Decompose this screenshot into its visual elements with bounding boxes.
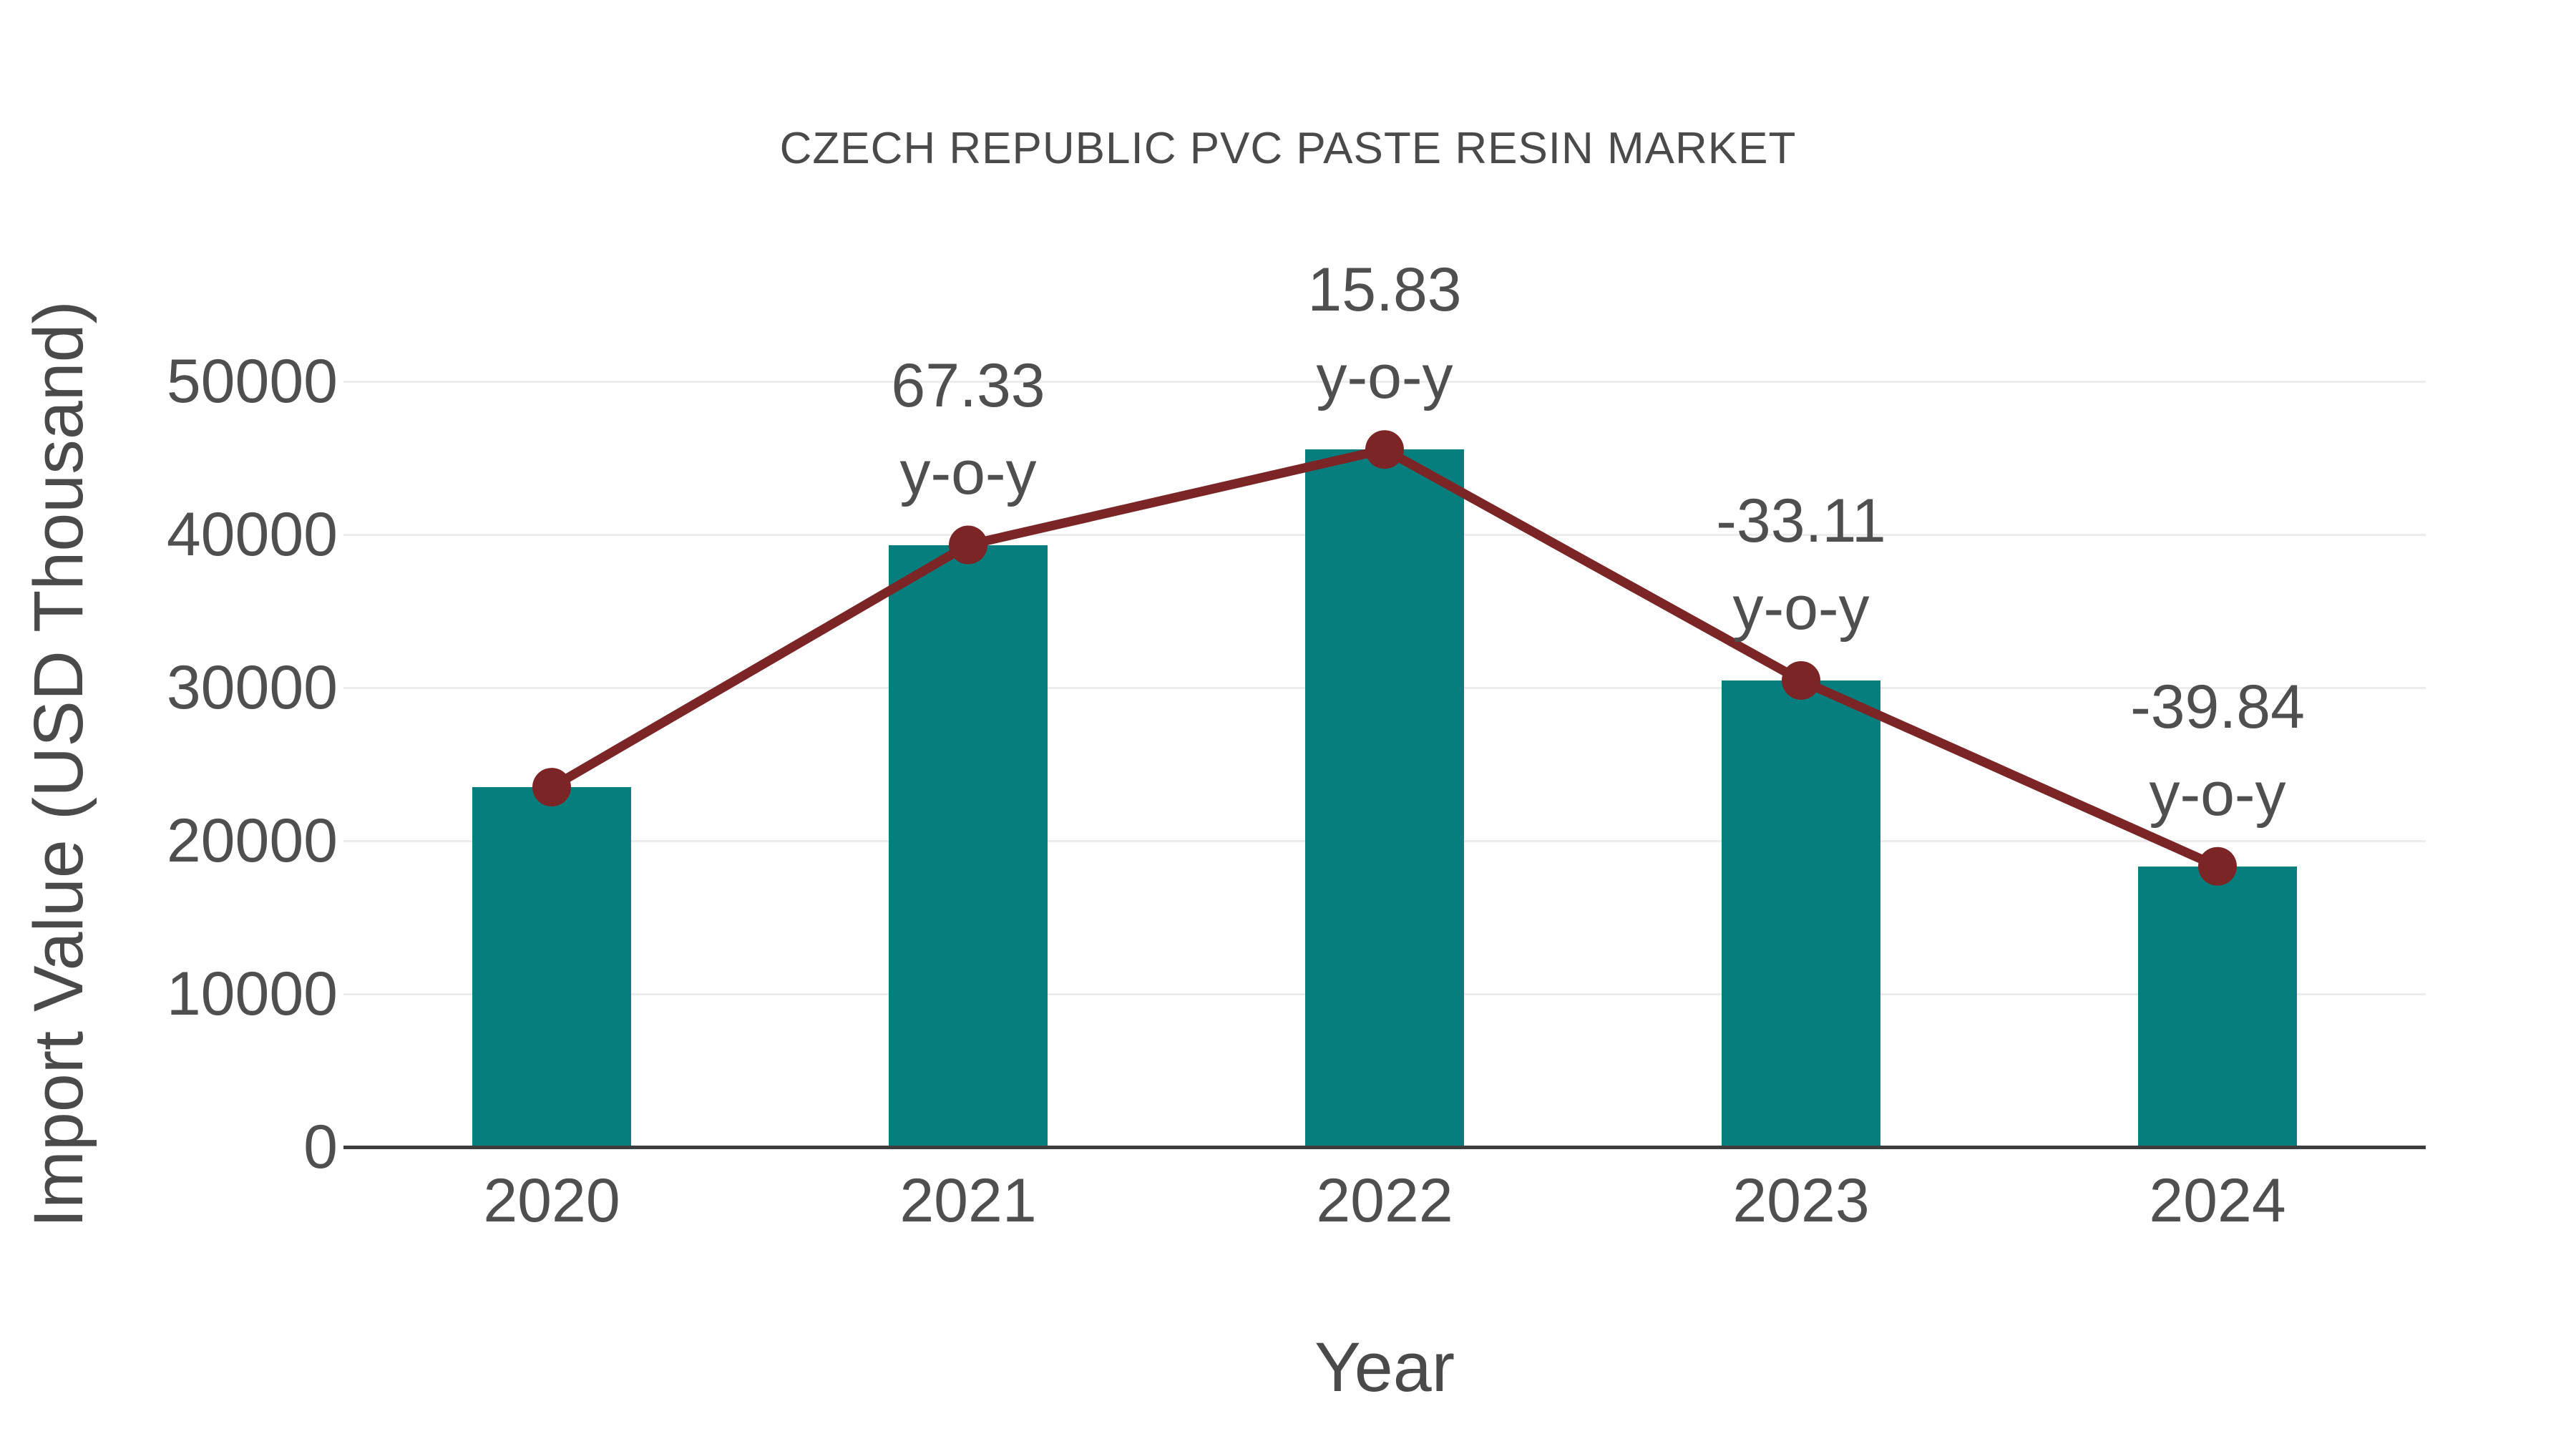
y-axis-title: Import Value (USD Thousand) xyxy=(19,301,97,1228)
bar-2023 xyxy=(1722,680,1880,1147)
yoy-annotation-2023: -33.11 y-o-y xyxy=(1716,477,1885,652)
bar-2024 xyxy=(2138,866,2297,1147)
y-tick-label-0: 0 xyxy=(303,1113,338,1181)
bar-2020 xyxy=(472,787,631,1147)
x-tick-label-2023: 2023 xyxy=(1732,1166,1870,1235)
x-tick-label-2021: 2021 xyxy=(899,1166,1037,1235)
y-tick-label-10000: 10000 xyxy=(166,960,338,1028)
chart-title: CZECH REPUBLIC PVC PASTE RESIN MARKET xyxy=(779,124,1797,173)
yoy-annotation-2021: 67.33 y-o-y xyxy=(891,342,1045,517)
y-tick-label-40000: 40000 xyxy=(166,500,338,569)
bar-2022 xyxy=(1305,449,1464,1147)
yoy-annotation-2024: -39.84 y-o-y xyxy=(2130,663,2305,838)
y-tick-label-20000: 20000 xyxy=(166,806,338,875)
x-axis-title: Year xyxy=(1314,1328,1455,1406)
yoy-suffix-2022: y-o-y xyxy=(1316,343,1453,412)
gridline-50000 xyxy=(343,381,2426,383)
yoy-suffix-2023: y-o-y xyxy=(1732,573,1870,643)
yoy-value-2022: 15.83 xyxy=(1307,255,1462,325)
y-tick-label-30000: 30000 xyxy=(166,653,338,722)
yoy-suffix-2024: y-o-y xyxy=(2149,759,2286,829)
yoy-value-2024: -39.84 xyxy=(2130,672,2305,741)
x-tick-label-2022: 2022 xyxy=(1316,1166,1453,1235)
yoy-value-2023: -33.11 xyxy=(1716,486,1886,555)
x-axis-line xyxy=(343,1146,2426,1149)
yoy-suffix-2021: y-o-y xyxy=(899,438,1037,507)
bar-2021 xyxy=(889,545,1048,1147)
y-tick-label-50000: 50000 xyxy=(166,347,338,416)
x-tick-label-2024: 2024 xyxy=(2149,1166,2286,1235)
x-tick-label-2020: 2020 xyxy=(483,1166,620,1235)
yoy-value-2021: 67.33 xyxy=(891,351,1045,420)
yoy-annotation-2022: 15.83 y-o-y xyxy=(1307,246,1461,421)
